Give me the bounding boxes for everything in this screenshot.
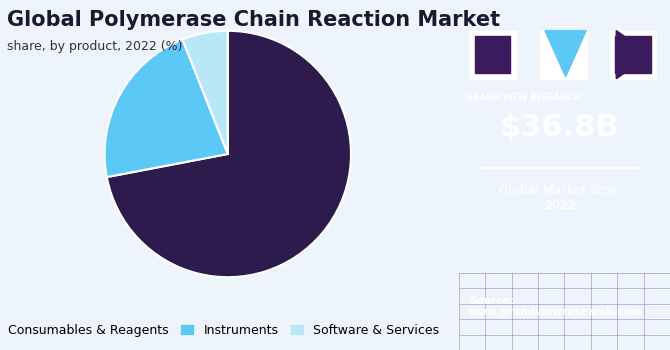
Text: Source:
www.grandviewresearch.com: Source: www.grandviewresearch.com — [469, 296, 643, 317]
Text: Global Market Size,
2022: Global Market Size, 2022 — [499, 184, 620, 212]
Bar — [610, 31, 657, 79]
Bar — [469, 31, 516, 79]
Polygon shape — [545, 31, 586, 77]
Wedge shape — [107, 31, 351, 277]
Text: GRAND VIEW RESEARCH: GRAND VIEW RESEARCH — [466, 93, 580, 102]
Legend: Consumables & Reagents, Instruments, Software & Services: Consumables & Reagents, Instruments, Sof… — [0, 319, 444, 342]
Polygon shape — [616, 31, 651, 79]
Text: $36.8B: $36.8B — [500, 113, 619, 142]
Wedge shape — [182, 31, 228, 154]
Bar — [615, 36, 651, 73]
Wedge shape — [105, 40, 228, 177]
Text: share, by product, 2022 (%): share, by product, 2022 (%) — [7, 40, 182, 53]
Bar — [540, 31, 587, 79]
Text: Global Polymerase Chain Reaction Market: Global Polymerase Chain Reaction Market — [7, 10, 500, 30]
Bar — [474, 36, 511, 73]
